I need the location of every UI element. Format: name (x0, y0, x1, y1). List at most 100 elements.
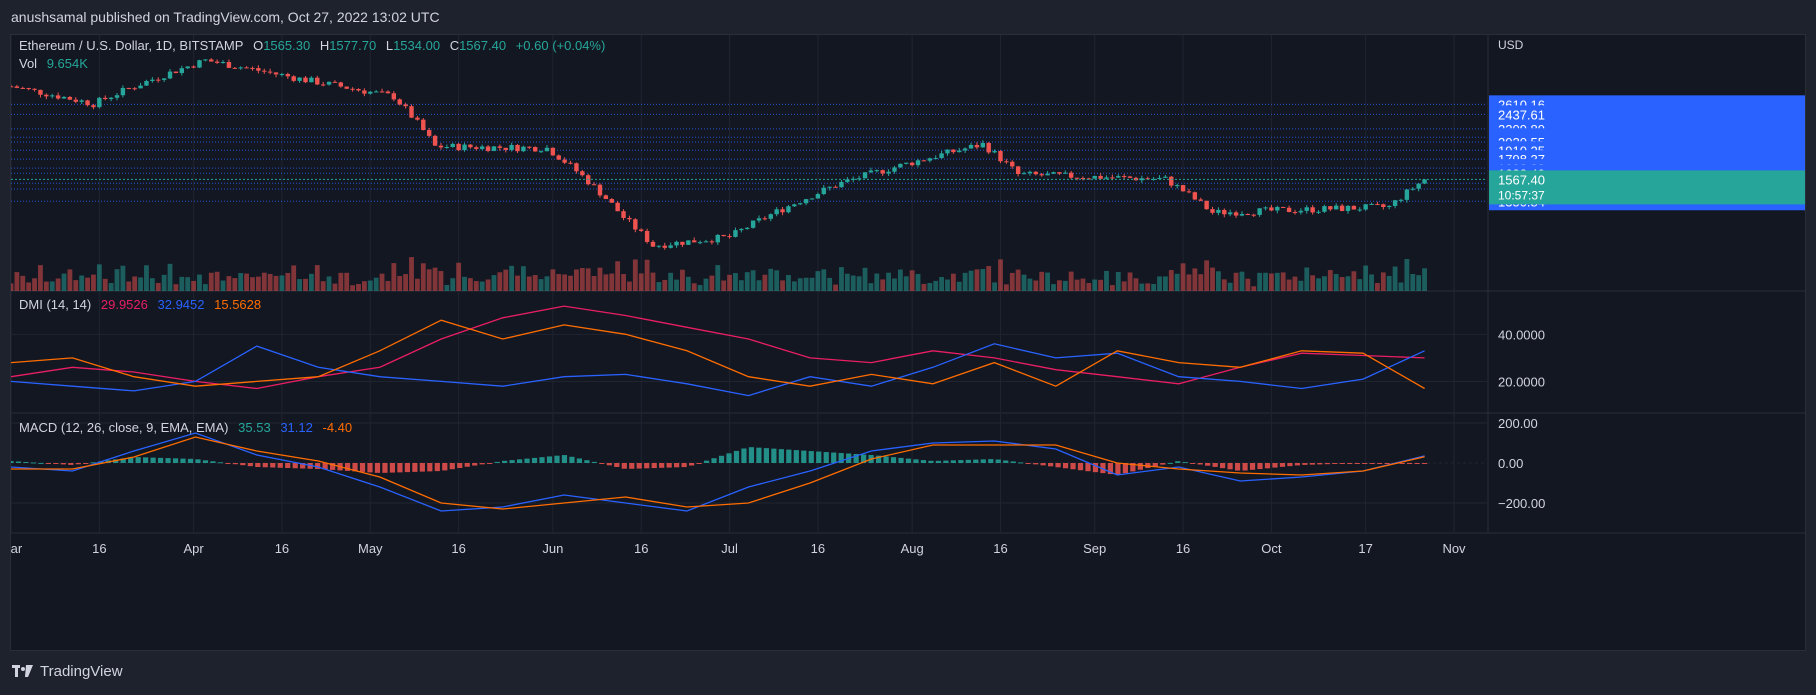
volume-bar (1351, 271, 1357, 291)
macd-histogram-bar (1130, 463, 1136, 472)
candle-body (144, 80, 149, 86)
candle-body (833, 186, 838, 188)
candle-body (603, 195, 609, 200)
macd-histogram-bar (1257, 463, 1263, 470)
candle-body (415, 117, 420, 120)
volume-bar (839, 267, 844, 291)
volume-bar (933, 280, 939, 291)
volume-bar (297, 279, 302, 291)
candle-body (1251, 214, 1256, 216)
candle-body (1169, 176, 1174, 186)
countdown-label: 10:57:37 (1498, 188, 1545, 202)
volume-bar (185, 277, 191, 291)
volume-label[interactable]: Vol (19, 56, 38, 71)
volume-bar (809, 277, 815, 291)
macd-histogram-bar (883, 456, 889, 463)
macd-histogram-bar (300, 463, 306, 469)
macd-histogram-bar (711, 458, 717, 463)
macd-histogram-bar (703, 460, 710, 463)
macd-histogram-bar (45, 463, 51, 464)
volume-bar (208, 272, 214, 291)
volume-bar (980, 269, 986, 291)
candle-body (827, 186, 832, 188)
open-label: O (253, 38, 264, 53)
volume-bar (1422, 268, 1427, 291)
candle-body (1045, 173, 1050, 176)
candle-body (167, 71, 173, 79)
volume-bar (1398, 282, 1404, 291)
volume-bar (167, 263, 173, 291)
candle-body (326, 81, 332, 85)
symbol-name[interactable]: Ethereum / U.S. Dollar, 1D, BITSTAMP (19, 38, 244, 53)
macd-histogram-bar (1100, 463, 1106, 474)
volume-bar (974, 269, 980, 291)
candle-body (61, 96, 67, 99)
volume-bar (96, 264, 102, 291)
candle-body (85, 100, 90, 106)
candle-body (462, 144, 467, 151)
macd-histogram-bar (1092, 463, 1099, 473)
candle-body (1280, 206, 1286, 208)
candle-body (591, 184, 597, 186)
candle-body (197, 60, 202, 68)
macd-histogram-bar (1264, 463, 1271, 469)
volume-bar (927, 283, 933, 291)
candle-body (815, 194, 821, 199)
macd-histogram-bar (898, 457, 904, 463)
volume-bar (332, 283, 338, 291)
volume-bar (733, 273, 738, 291)
volume-bar (338, 272, 344, 291)
macd-histogram-bar (412, 463, 418, 472)
volume-bar (1386, 275, 1392, 291)
volume-bar (120, 265, 126, 291)
macd-histogram-bar (38, 462, 44, 464)
candle-body (874, 170, 879, 172)
volume-bar (491, 275, 497, 291)
macd-histogram-bar (681, 463, 687, 468)
volume-bar (1074, 279, 1080, 291)
candle-body (945, 149, 950, 154)
volume-bar (1186, 274, 1192, 291)
macd-histogram-bar (172, 458, 179, 463)
macd-histogram-bar (1227, 463, 1233, 470)
candle-body (886, 171, 891, 174)
macd-histogram-bar (90, 462, 96, 464)
volume-bar (797, 278, 803, 291)
macd-label[interactable]: MACD (12, 26, close, 9, EMA, EMA) (19, 420, 229, 435)
volume-bar (67, 269, 73, 291)
volume-bar (791, 281, 797, 291)
volume-bar (638, 273, 644, 291)
macd-histogram-bar (1384, 463, 1390, 464)
candle-body (1227, 212, 1233, 215)
volume-bar (886, 272, 891, 291)
macd-histogram-bar (980, 459, 986, 463)
macd-histogram-bar (965, 459, 971, 463)
candle-body (262, 70, 267, 72)
volume-bar (1109, 285, 1115, 291)
macd-histogram-bar (561, 455, 568, 463)
macd-histogram-bar (920, 460, 927, 463)
chart-canvas[interactable]: Mar 16 Apr 16 May 16 Jun 16 Jul 16 Aug 16 Sep 16 Oct 17… (11, 35, 1805, 650)
candle-body (986, 142, 991, 153)
volume-bar (703, 278, 709, 291)
volume-bar (833, 284, 838, 291)
volume-bar (1357, 279, 1363, 291)
close-label: C (449, 38, 460, 53)
volume-bar (155, 282, 161, 291)
macd-legend: MACD (12, 26, close, 9, EMA, EMA) 35.53 … (19, 420, 358, 435)
volume-bar (526, 276, 532, 291)
dmi-label[interactable]: DMI (14, 14) (19, 297, 92, 312)
candle-body (373, 91, 379, 93)
chart-area[interactable]: Mar 16 Apr 16 May 16 Jun 16 Jul 16 Aug 16 Sep 16 Oct 17… (10, 34, 1806, 651)
macd-histogram-bar (315, 463, 321, 469)
volume-bar (1310, 275, 1316, 291)
volume-bar (308, 273, 314, 291)
macd-histogram-bar (786, 449, 792, 463)
macd-histogram-bar (225, 463, 231, 464)
candle-body (851, 178, 856, 180)
macd-histogram-bar (187, 458, 194, 463)
volume-bar (285, 272, 291, 291)
volume-bar (621, 274, 626, 291)
volume-bar (1127, 272, 1133, 291)
tradingview-logo[interactable]: TradingView (12, 663, 123, 680)
